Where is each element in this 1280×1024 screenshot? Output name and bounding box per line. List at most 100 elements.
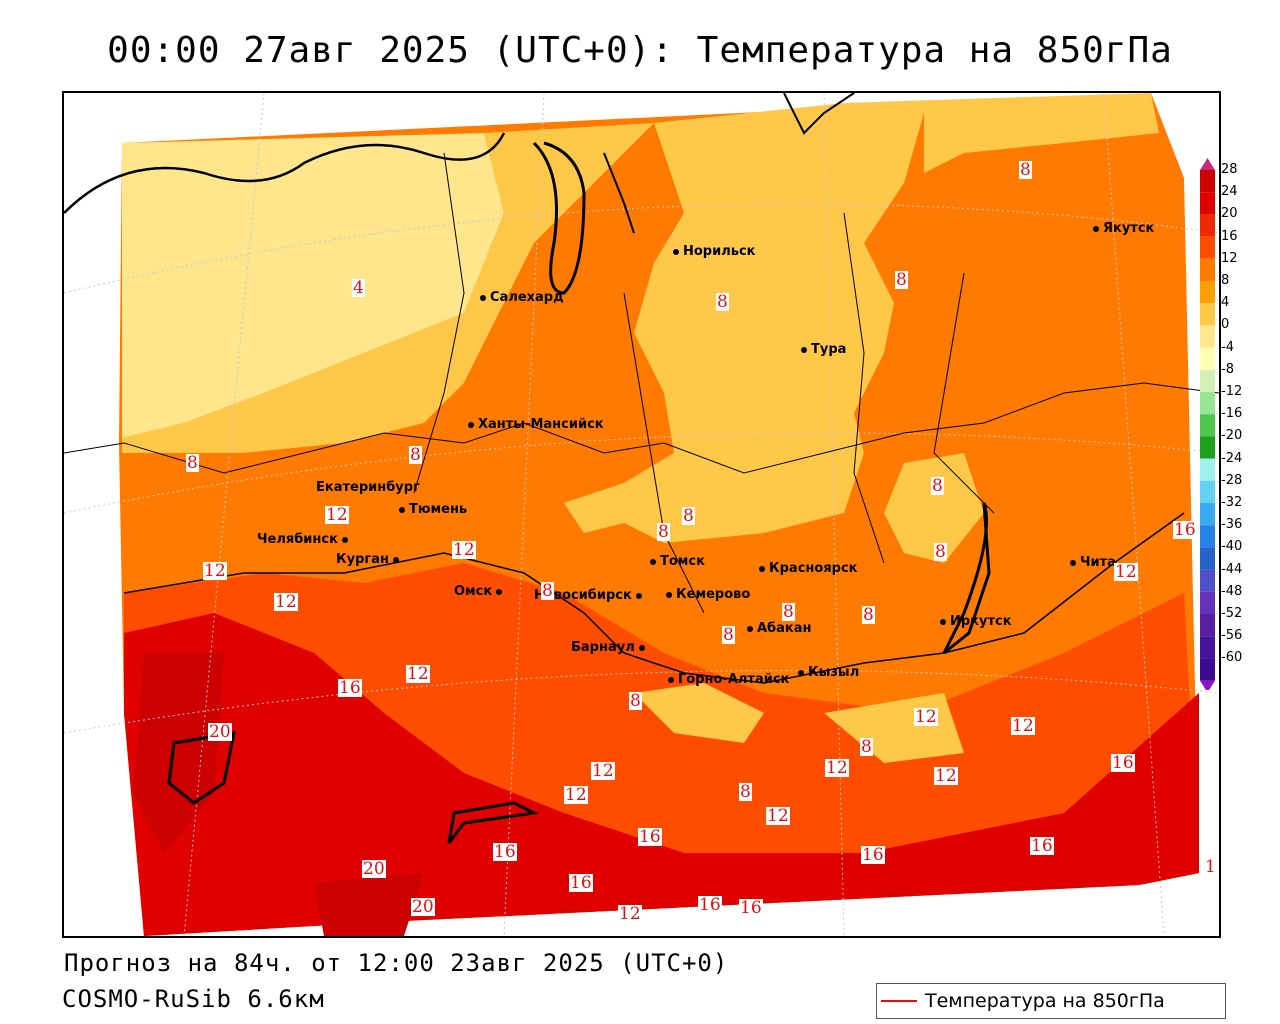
isotherm-label: 12 [1114, 562, 1138, 582]
legend-label: Температура на 850гПа [925, 990, 1165, 1012]
colorbar-cell [1200, 325, 1215, 348]
city-dot [399, 506, 405, 513]
city-salekhard: Салехард [480, 290, 564, 305]
colorbar-tick-label: 20 [1221, 206, 1238, 222]
city-irkutsk: Иркутск [940, 614, 1012, 629]
city-dot [798, 669, 804, 676]
isotherm-label: 12 [274, 592, 298, 612]
city-omsk: Омск [454, 584, 506, 599]
colorbar-tick-label: -28 [1221, 472, 1243, 488]
city-label: Норильск [683, 244, 756, 259]
city-dot [480, 294, 486, 301]
city-label: Омск [454, 584, 493, 599]
colorbar-cell [1200, 192, 1215, 215]
zone-4-8-northwest [122, 123, 654, 453]
isotherm-label: 12 [591, 761, 615, 781]
colorbar-cell [1200, 458, 1215, 481]
colorbar-tick-label: 4 [1221, 295, 1230, 311]
colorbar-cell [1200, 236, 1215, 259]
colorbar-cell [1200, 369, 1215, 392]
city-chelyabinsk: Челябинск [257, 532, 352, 547]
colorbar-cell [1200, 436, 1215, 459]
isotherm-label: 16 [338, 678, 362, 698]
isotherm-label: 20 [362, 859, 386, 879]
colorbar-tick-label: -20 [1221, 428, 1243, 444]
colorbar-min-arrow [1200, 680, 1215, 690]
city-krasnoyarsk: Красноярск [759, 561, 858, 576]
zone-north-strip [844, 93, 1159, 173]
legend-line-swatch [881, 1000, 917, 1002]
isotherm-label: 16 [1173, 520, 1197, 540]
city-dot [1070, 559, 1076, 566]
colorbar [1200, 158, 1215, 690]
colorbar-tick-label: 24 [1221, 184, 1238, 200]
isotherm-label: 12 [914, 707, 938, 727]
isotherm-label: 8 [409, 445, 422, 465]
colorbar-tick-label: 0 [1221, 317, 1230, 333]
isotherm-label: 16 [1111, 753, 1135, 773]
city-tura: Тура [801, 342, 846, 357]
zone-8-12-middle [122, 243, 564, 523]
colorbar-cell [1200, 614, 1215, 637]
city-dot [940, 618, 946, 625]
city-label: Екатеринбург [316, 480, 420, 495]
city-novosibirsk: Новосибирск [534, 588, 646, 603]
zone-4-8-irkutsk [884, 453, 984, 563]
city-dot [1093, 225, 1099, 232]
isotherm-label: 16 [638, 827, 662, 847]
city-dot [496, 588, 503, 595]
city-khanty-mansiysk: Ханты-Мансийск [468, 417, 604, 432]
colorbar-tick-label: -52 [1221, 606, 1243, 621]
isotherm-label: 16 [493, 842, 517, 862]
city-label: Тюмень [409, 502, 468, 517]
city-kyzyl: Кызыл [798, 665, 859, 680]
colorbar-cell [1200, 591, 1215, 614]
city-dot [635, 592, 642, 599]
city-label: Якутск [1103, 221, 1155, 236]
isotherm-label: 12 [406, 664, 430, 684]
isotherm-label: 8 [682, 506, 695, 526]
isotherm-label: 8 [629, 691, 642, 711]
city-label: Тура [811, 342, 847, 357]
colorbar-cell [1200, 170, 1215, 193]
isotherm-label: 16 [739, 898, 763, 918]
colorbar-cell [1200, 414, 1215, 437]
city-tyumen: Тюмень [399, 502, 467, 517]
zone-20-plus-south [314, 873, 424, 936]
colorbar-tick-label: -48 [1221, 583, 1243, 599]
isotherm-label: 8 [722, 625, 735, 645]
city-dot [801, 346, 807, 353]
colorbar-cell [1200, 347, 1215, 370]
isotherm-label: 8 [657, 522, 670, 542]
city-dot [747, 625, 753, 632]
isotherm-label: 12 [564, 785, 588, 805]
isotherm-label: 8 [860, 737, 873, 757]
city-yekaterinburg: Екатеринбург [316, 480, 420, 495]
zone-20-plus [134, 653, 224, 853]
city-label: Челябинск [257, 532, 338, 547]
city-dot [392, 556, 399, 563]
city-kemerovo: Кемерово [666, 587, 750, 602]
colorbar-tick-label: -32 [1221, 495, 1243, 510]
isotherm-label: 8 [1019, 160, 1032, 180]
isotherm-label: 12 [766, 806, 790, 826]
city-barnaul: Барнаул [571, 640, 649, 655]
city-label: Ханты-Мансийск [478, 417, 604, 432]
city-label: Курган [336, 552, 389, 567]
city-dot [759, 565, 765, 572]
city-dot [668, 676, 674, 683]
colorbar-svg [1200, 158, 1215, 690]
isotherm-label: 12 [452, 540, 476, 560]
city-label: Абакан [757, 621, 812, 636]
colorbar-tick-label: -60 [1221, 650, 1243, 666]
colorbar-max-arrow [1200, 158, 1215, 170]
colorbar-cell [1200, 303, 1215, 326]
city-dot [638, 644, 645, 651]
colorbar-cell [1200, 392, 1215, 415]
city-norilsk: Норильск [673, 244, 756, 259]
city-label: Чита [1080, 555, 1116, 570]
colorbar-tick-label: 16 [1221, 228, 1238, 244]
colorbar-cell [1200, 214, 1215, 237]
city-label: Горно-Алтайск [678, 672, 790, 687]
temperature-map: Якутск Норильск Салехард Тура Ханты-Манс… [62, 91, 1221, 938]
